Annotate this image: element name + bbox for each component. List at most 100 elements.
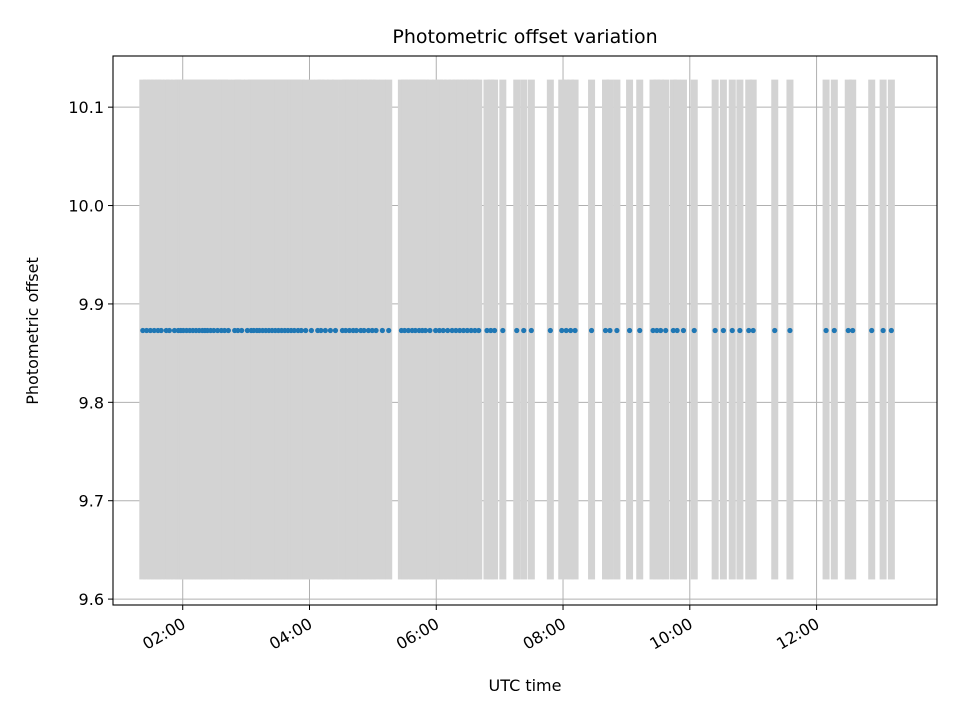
data-point — [244, 327, 250, 334]
data-point — [422, 327, 429, 334]
data-point — [464, 327, 470, 334]
y-tick-label: 9.9 — [79, 295, 104, 314]
data-point — [772, 327, 778, 334]
data-point — [147, 327, 153, 334]
data-point — [225, 327, 231, 334]
data-point — [746, 327, 752, 334]
data-point — [650, 327, 656, 334]
data-point — [637, 327, 643, 334]
data-point — [674, 327, 680, 334]
data-point — [436, 327, 443, 334]
data-point — [386, 327, 392, 334]
data-point — [291, 327, 297, 334]
data-point — [373, 327, 379, 334]
data-point — [845, 327, 851, 334]
y-tick-label: 9.7 — [79, 492, 104, 511]
data-point — [831, 327, 837, 334]
data-point — [457, 327, 463, 334]
data-point — [712, 327, 718, 334]
data-point — [369, 327, 375, 334]
data-point — [823, 327, 829, 334]
data-point — [568, 327, 574, 334]
data-point — [869, 327, 875, 334]
data-point — [379, 327, 385, 334]
data-point — [433, 327, 439, 334]
data-point — [850, 327, 856, 334]
data-point — [453, 327, 459, 334]
data-point — [670, 327, 676, 334]
y-tick-label: 9.6 — [79, 590, 104, 609]
data-point — [626, 327, 633, 334]
data-point — [427, 327, 433, 334]
data-point — [235, 327, 241, 334]
data-point — [214, 327, 221, 334]
plot-frame — [112, 55, 938, 606]
data-point — [880, 327, 886, 334]
data-point — [680, 327, 687, 334]
data-point — [151, 327, 157, 334]
data-point — [332, 327, 339, 334]
data-point — [663, 327, 669, 334]
x-axis-label: UTC time — [489, 676, 562, 695]
data-point — [614, 327, 620, 334]
data-point — [361, 327, 367, 334]
data-point — [460, 327, 467, 334]
data-point — [607, 327, 613, 334]
data-point — [221, 327, 228, 334]
data-point — [729, 327, 735, 334]
data-point — [239, 327, 245, 334]
data-point — [500, 327, 506, 334]
data-point — [514, 327, 520, 334]
data-point — [488, 327, 494, 334]
data-point — [171, 327, 178, 334]
chart-title: Photometric offset variation — [392, 26, 657, 48]
data-point — [787, 327, 793, 334]
data-point — [401, 327, 408, 334]
data-point — [528, 327, 534, 334]
data-point — [491, 327, 498, 334]
data-point — [691, 327, 697, 334]
data-point — [750, 327, 756, 334]
data-point — [143, 327, 150, 334]
data-point — [720, 327, 726, 334]
data-point — [445, 327, 451, 334]
data-point — [353, 327, 359, 334]
y-axis-ticks: 9.6 9.7 9.8 9.9 10.0 10.1 — [68, 98, 113, 609]
data-point — [572, 327, 578, 334]
data-point — [737, 327, 743, 334]
data-point — [303, 327, 309, 334]
data-point — [412, 327, 418, 334]
data-point — [405, 327, 411, 334]
data-point — [343, 327, 349, 334]
data-point — [298, 327, 304, 334]
data-point — [211, 327, 217, 334]
data-point — [654, 327, 660, 334]
y-axis-label: Photometric offset — [23, 257, 42, 405]
data-point — [484, 327, 490, 334]
data-point — [602, 327, 609, 334]
data-point — [521, 327, 527, 334]
data-point — [559, 327, 565, 334]
data-point — [547, 327, 553, 334]
data-point — [318, 327, 324, 334]
data-points — [140, 327, 894, 334]
data-point — [308, 327, 314, 334]
data-point — [440, 327, 446, 334]
data-point — [472, 327, 478, 334]
data-point — [563, 327, 569, 334]
data-point — [476, 327, 482, 334]
data-point — [322, 327, 328, 334]
data-point — [588, 327, 595, 334]
data-point — [140, 327, 146, 334]
data-point — [346, 327, 353, 334]
data-point — [658, 327, 664, 334]
y-tick-label: 10.1 — [68, 98, 104, 117]
data-point — [468, 327, 474, 334]
y-tick-label: 10.0 — [68, 197, 104, 216]
data-point — [365, 327, 372, 334]
data-point — [158, 327, 164, 334]
data-point — [449, 327, 455, 334]
y-tick-label: 9.8 — [79, 393, 104, 412]
data-point — [327, 327, 334, 334]
